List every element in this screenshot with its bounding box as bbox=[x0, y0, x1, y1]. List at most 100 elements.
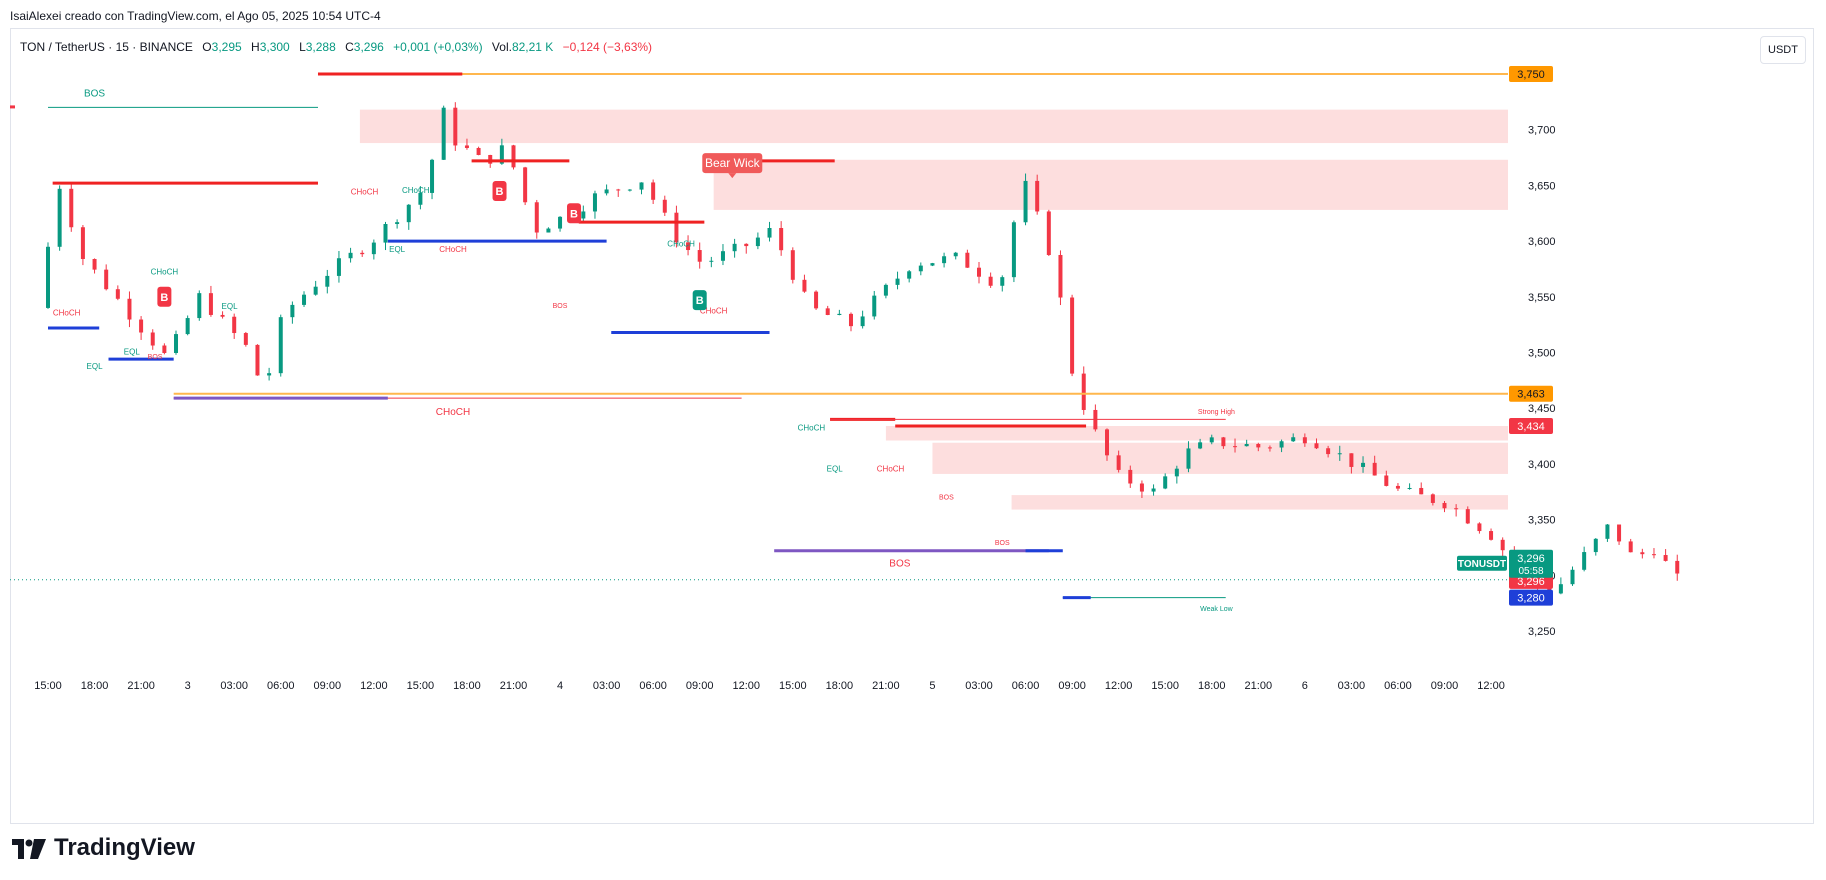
candle bbox=[639, 182, 644, 190]
signal-badge-text: B bbox=[696, 295, 704, 307]
supply-zone-4 bbox=[932, 442, 1508, 474]
supply-zone-5 bbox=[1011, 495, 1508, 510]
candle bbox=[988, 276, 993, 286]
signal-b-2: B bbox=[492, 180, 507, 201]
close-label: C bbox=[345, 40, 354, 54]
price-tag-text: 3,434 bbox=[1517, 421, 1545, 433]
label-bos-small-1: BOS bbox=[148, 354, 163, 361]
label-choch-2: CHoCH bbox=[151, 268, 179, 277]
candle bbox=[744, 243, 749, 247]
price-change: +0,001 (+0,03%) bbox=[393, 40, 483, 54]
candle bbox=[1256, 443, 1261, 448]
x-tick-label: 21:00 bbox=[1245, 680, 1273, 692]
candle bbox=[1407, 487, 1412, 489]
x-tick-label: 21:00 bbox=[127, 680, 155, 692]
open-value: 3,295 bbox=[211, 40, 242, 54]
candle bbox=[651, 182, 656, 200]
candle bbox=[220, 314, 225, 317]
x-tick-label: 12:00 bbox=[360, 680, 388, 692]
candle bbox=[383, 224, 388, 243]
candle bbox=[604, 189, 609, 194]
candle bbox=[325, 275, 330, 287]
candle bbox=[977, 267, 981, 277]
x-tick-label: 06:00 bbox=[639, 680, 667, 692]
candle bbox=[1267, 447, 1272, 449]
low-label: L bbox=[299, 40, 306, 54]
signal-badge-text: B bbox=[160, 292, 168, 304]
symbol-label[interactable]: TON / TetherUS · 15 · BINANCE bbox=[20, 40, 193, 54]
candle bbox=[1233, 446, 1238, 448]
label-weak-low: Weak Low bbox=[1200, 606, 1233, 613]
candle bbox=[1058, 254, 1063, 298]
x-tick-label: 18:00 bbox=[453, 680, 481, 692]
candle bbox=[1582, 552, 1587, 570]
x-tick-label: 5 bbox=[929, 680, 935, 692]
candle bbox=[1454, 508, 1459, 510]
symbol-tag-box bbox=[1457, 555, 1507, 571]
candle bbox=[1617, 524, 1622, 542]
candle bbox=[1326, 448, 1331, 455]
candle bbox=[1244, 443, 1249, 447]
price-tag-text: 3,750 bbox=[1517, 69, 1545, 81]
candle bbox=[697, 250, 702, 262]
x-tick-label: 18:00 bbox=[81, 680, 109, 692]
candle bbox=[1477, 523, 1482, 532]
candle bbox=[1500, 539, 1505, 551]
candle bbox=[1302, 437, 1307, 444]
x-tick-label: 03:00 bbox=[965, 680, 993, 692]
candle bbox=[290, 304, 295, 318]
candle bbox=[1000, 277, 1005, 286]
candle bbox=[1035, 180, 1040, 212]
candle bbox=[1384, 475, 1389, 486]
candle bbox=[755, 237, 760, 247]
candle bbox=[46, 246, 50, 308]
tradingview-logo[interactable]: TradingView bbox=[12, 834, 195, 862]
tradingview-icon bbox=[12, 838, 46, 859]
label-eql-2: EQL bbox=[124, 348, 141, 357]
label-bos-main: BOS bbox=[889, 558, 910, 569]
candle bbox=[371, 242, 376, 255]
candle bbox=[441, 107, 446, 160]
price-tag-box bbox=[1509, 589, 1553, 606]
candle bbox=[127, 298, 132, 320]
candle bbox=[360, 252, 365, 255]
symbol-tag-text: TONUSDT bbox=[1458, 559, 1506, 570]
currency-unit-button[interactable]: USDT bbox=[1760, 36, 1806, 64]
signal-badge-box bbox=[157, 286, 172, 307]
candle bbox=[1163, 476, 1168, 489]
candle bbox=[1011, 222, 1016, 278]
volume-label: Vol. bbox=[491, 40, 512, 54]
candle bbox=[1663, 555, 1668, 561]
candle bbox=[418, 192, 423, 205]
candle bbox=[162, 345, 167, 353]
candle bbox=[1628, 541, 1633, 553]
signal-badge-text: B bbox=[570, 208, 578, 220]
candle bbox=[523, 167, 528, 203]
candle bbox=[57, 188, 62, 247]
price-tag-3463: 3,463 bbox=[1509, 385, 1553, 402]
candle bbox=[860, 316, 865, 327]
label-choch-1: CHoCH bbox=[53, 309, 81, 318]
candle bbox=[883, 284, 888, 296]
candle bbox=[348, 252, 353, 259]
signal-badge-box bbox=[692, 290, 707, 311]
x-tick-label: 15:00 bbox=[407, 680, 435, 692]
signal-b-4: B bbox=[692, 290, 707, 311]
candle bbox=[406, 204, 411, 223]
candle bbox=[1372, 462, 1377, 476]
price-tag-box bbox=[1509, 385, 1553, 402]
y-tick-label: 3,450 bbox=[1528, 403, 1556, 415]
y-tick-label: 3,400 bbox=[1528, 459, 1556, 471]
candle bbox=[92, 259, 97, 270]
x-tick-label: 09:00 bbox=[1058, 680, 1086, 692]
price-tag-text: 3,463 bbox=[1517, 389, 1545, 401]
label-bos-small-3: BOS bbox=[939, 495, 954, 502]
candle bbox=[907, 271, 912, 279]
candle bbox=[430, 159, 435, 193]
candle bbox=[1651, 554, 1656, 556]
last-price-text: 3,296 bbox=[1517, 553, 1545, 565]
candle bbox=[115, 289, 120, 299]
candle bbox=[1430, 494, 1435, 503]
candle bbox=[848, 313, 853, 327]
